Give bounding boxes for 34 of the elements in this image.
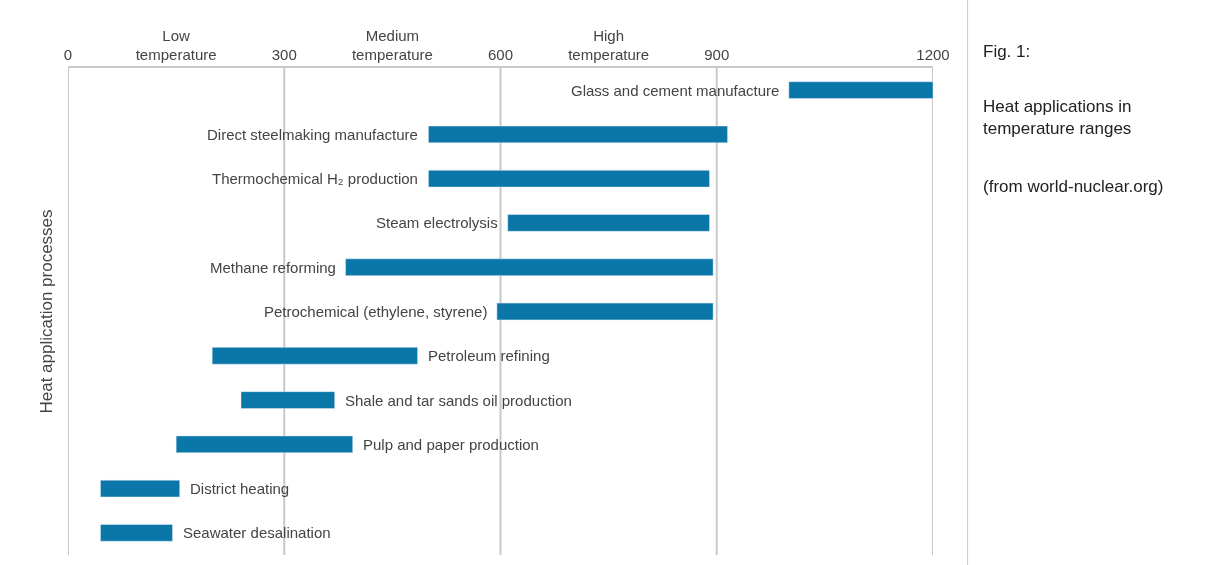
bar (100, 524, 173, 542)
x-tick-label: 900 (704, 46, 730, 63)
bar (211, 347, 418, 365)
bar (507, 214, 710, 232)
text: Heat applications in temperature ranges (983, 97, 1132, 139)
y-tick-label: Pulp and paper production (363, 436, 539, 453)
bar (428, 170, 710, 188)
x-tick-label: 300 (271, 46, 297, 63)
y-tick-label: Seawater desalination (183, 524, 331, 541)
bar (100, 479, 180, 498)
bar (496, 302, 714, 321)
text: (from world-nuclear.org) (983, 177, 1164, 196)
x-tick-label: High temperature (568, 26, 650, 63)
x-tick-label: 600 (487, 46, 514, 63)
y-tick-label: Petrochemical (ethylene, styrene) (264, 303, 488, 320)
bar (788, 81, 933, 99)
y-tick-label: Glass and cement manufacture (571, 82, 780, 99)
bar (428, 125, 728, 144)
y-tick-label: Petroleum refining (428, 347, 550, 364)
x-tick-label: 0 (63, 46, 73, 63)
y-axis-title: Heat application processes (36, 209, 56, 414)
x-tick-label: 1200 (916, 46, 950, 63)
bar (175, 435, 353, 453)
y-tick-label: Steam electrolysis (376, 214, 498, 231)
x-tick-label: Medium temperature (351, 26, 433, 63)
bar (345, 258, 714, 276)
y-tick-label: Methane reforming (210, 259, 336, 276)
y-tick-label: Shale and tar sands oil production (345, 392, 572, 409)
bar (240, 391, 335, 409)
y-tick-label: District heating (190, 480, 290, 497)
y-tick-label: Direct steelmaking manufacture (207, 126, 418, 143)
y-tick-label: Thermochemical H₂ production (212, 170, 418, 187)
caption: Fig. 1: (983, 42, 1031, 61)
x-tick-label: Low temperature (135, 26, 217, 63)
